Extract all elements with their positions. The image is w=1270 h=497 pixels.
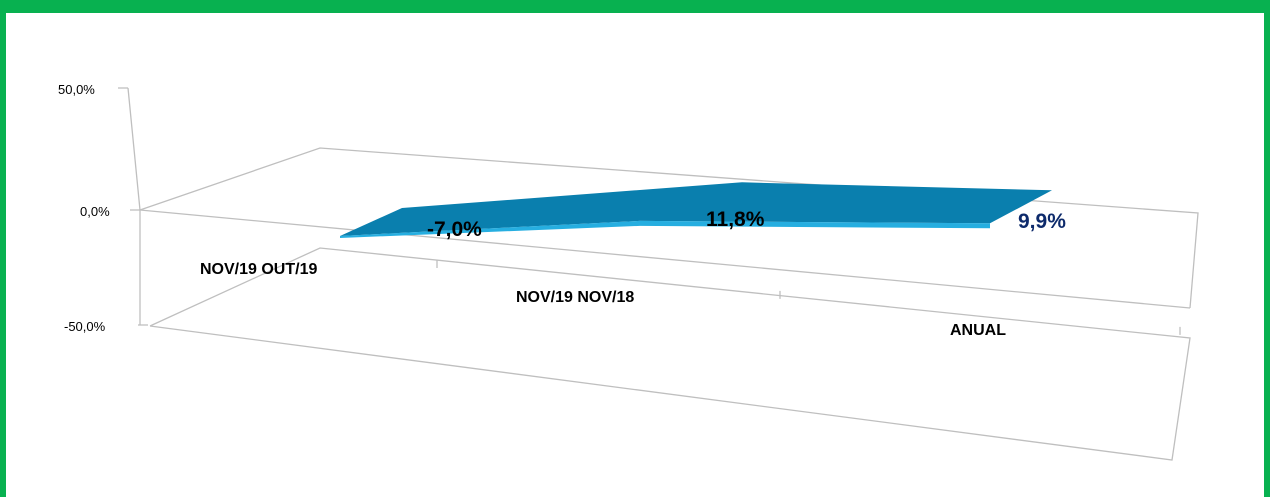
data-label: 9,9% [1018,210,1066,233]
x-category-label: NOV/19 NOV/18 [516,289,634,306]
area-series-front [340,220,990,238]
y-tick-label: -50,0% [64,319,106,334]
data-label: 11,8% [706,208,765,231]
chart-walls [118,87,1199,461]
x-category-label: NOV/19 OUT/19 [200,261,317,278]
area-series-top [340,182,1052,236]
gridline-back [139,147,1199,309]
y-axis-line [127,87,141,325]
gridline-zero [139,209,1191,309]
data-labels: -7,0% 11,8% 9,9% [427,208,1066,241]
x-category-label: ANUAL [950,322,1006,339]
data-label: -7,0% [427,218,482,241]
chart-series [340,182,1052,238]
floor-plane [149,247,1191,461]
y-tick-label: 0,0% [80,204,110,219]
y-axis-tick-labels: 50,0% 0,0% -50,0% [58,82,110,334]
y-tick-label: 50,0% [58,82,95,97]
x-axis-category-labels: NOV/19 OUT/19 NOV/19 NOV/18 ANUAL [200,261,1006,339]
